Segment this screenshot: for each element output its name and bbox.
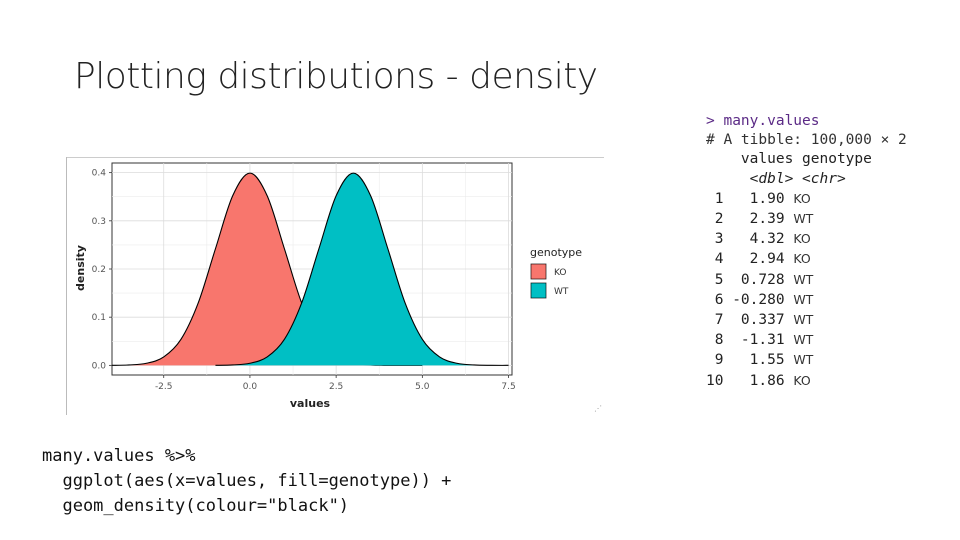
console-row: 5 0.728 WT (706, 271, 814, 288)
row-genotype: WT (793, 312, 814, 328)
console-row: 10 1.86 KO (706, 373, 811, 389)
y-tick-label: 0.0 (92, 361, 107, 371)
console-row: 4 2.94 KO (706, 251, 811, 267)
row-value: 4.32 (732, 231, 794, 248)
code-line: geom_density(colour="black") (42, 496, 350, 516)
row-value: 2.39 (732, 211, 794, 228)
r-console-output: > many.values # A tibble: 100,000 × 2 va… (706, 112, 907, 391)
row-index: 2 (706, 211, 733, 228)
x-tick-label: 2.5 (329, 382, 343, 392)
console-row: 9 1.55 WT (706, 352, 814, 369)
row-index: 1 (706, 190, 733, 207)
console-row: 1 1.90 KO (706, 191, 811, 207)
row-index: 7 (706, 312, 733, 329)
legend-swatch-wt (530, 282, 547, 299)
code-line: many.values %>% (42, 446, 196, 466)
legend-label-wt: WT (554, 287, 569, 297)
density-area-wt (215, 173, 509, 366)
row-index: 9 (706, 352, 733, 369)
console-row: 2 2.39 WT (706, 211, 814, 228)
x-axis-label: values (290, 397, 331, 410)
row-genotype: KO (793, 231, 811, 247)
row-value: 2.94 (732, 251, 794, 268)
y-tick-label: 0.2 (92, 265, 106, 275)
legend-title: genotype (530, 246, 582, 259)
row-genotype: KO (793, 251, 811, 267)
y-axis-ticks: 0.0 0.1 0.2 0.3 0.4 (92, 169, 112, 371)
console-row: 8 -1.31 WT (706, 332, 814, 349)
density-line-wt (215, 172, 509, 366)
row-genotype: WT (793, 211, 814, 227)
code-snippet: many.values %>% ggplot(aes(x=values, fil… (42, 444, 451, 519)
resize-grip-icon[interactable]: ⋰ (594, 404, 602, 413)
y-tick-label: 0.3 (92, 217, 106, 227)
row-value: 1.90 (732, 190, 794, 207)
row-genotype: KO (793, 190, 811, 206)
row-value: -1.31 (732, 332, 794, 349)
legend: genotype KO WT (530, 246, 582, 299)
console-row: 3 4.32 KO (706, 231, 811, 247)
console-row: 7 0.337 WT (706, 312, 814, 329)
console-command: > many.values (706, 113, 820, 129)
y-tick-label: 0.1 (92, 313, 106, 323)
row-index: 6 (706, 291, 733, 308)
row-index: 10 (706, 372, 733, 389)
legend-label-ko: KO (554, 268, 567, 278)
console-column-headers: values genotype (706, 151, 872, 168)
row-value: 1.86 (732, 372, 794, 389)
console-header: # A tibble: 100,000 × 2 (706, 132, 907, 149)
density-areas (111, 172, 509, 366)
density-chart: -2.5 0.0 2.5 5.0 7.5 0.00.10.20.30.4 values … (74, 162, 582, 410)
row-genotype: WT (793, 271, 814, 287)
row-value: 0.728 (732, 271, 794, 288)
console-rows: 1 1.90 KO 2 2.39 WT 3 4.32 KO 4 2.94 KO … (706, 191, 813, 389)
row-genotype: WT (793, 291, 814, 307)
x-tick-label: 0.0 (243, 382, 258, 392)
row-genotype: KO (793, 372, 811, 388)
console-row: 6 -0.280 WT (706, 291, 814, 308)
row-genotype: WT (793, 332, 814, 348)
legend-swatch-ko (530, 263, 547, 280)
row-value: -0.280 (732, 291, 794, 308)
density-area-ko (112, 173, 423, 366)
row-index: 8 (706, 332, 733, 349)
x-axis-ticks: -2.5 0.0 2.5 5.0 7.5 (155, 375, 516, 392)
console-column-types: <dbl> <chr> (706, 170, 846, 187)
x-tick-label: 5.0 (415, 382, 430, 392)
row-index: 3 (706, 231, 733, 248)
slide-title: Plotting distributions - density (74, 56, 598, 97)
y-axis-label: density (74, 245, 87, 291)
code-line: ggplot(aes(x=values, fill=genotype)) + (42, 471, 452, 491)
row-genotype: WT (793, 352, 814, 368)
row-value: 1.55 (732, 352, 794, 369)
row-value: 0.337 (732, 312, 794, 329)
density-plot: -2.5 0.0 2.5 5.0 7.5 0.0 0.1 0.2 0.3 0.4 values … (66, 157, 604, 415)
row-index: 5 (706, 271, 733, 288)
y-tick-label: 0.4 (92, 169, 107, 179)
row-index: 4 (706, 251, 733, 268)
x-tick-label: -2.5 (155, 382, 173, 392)
x-tick-label: 7.5 (501, 382, 515, 392)
